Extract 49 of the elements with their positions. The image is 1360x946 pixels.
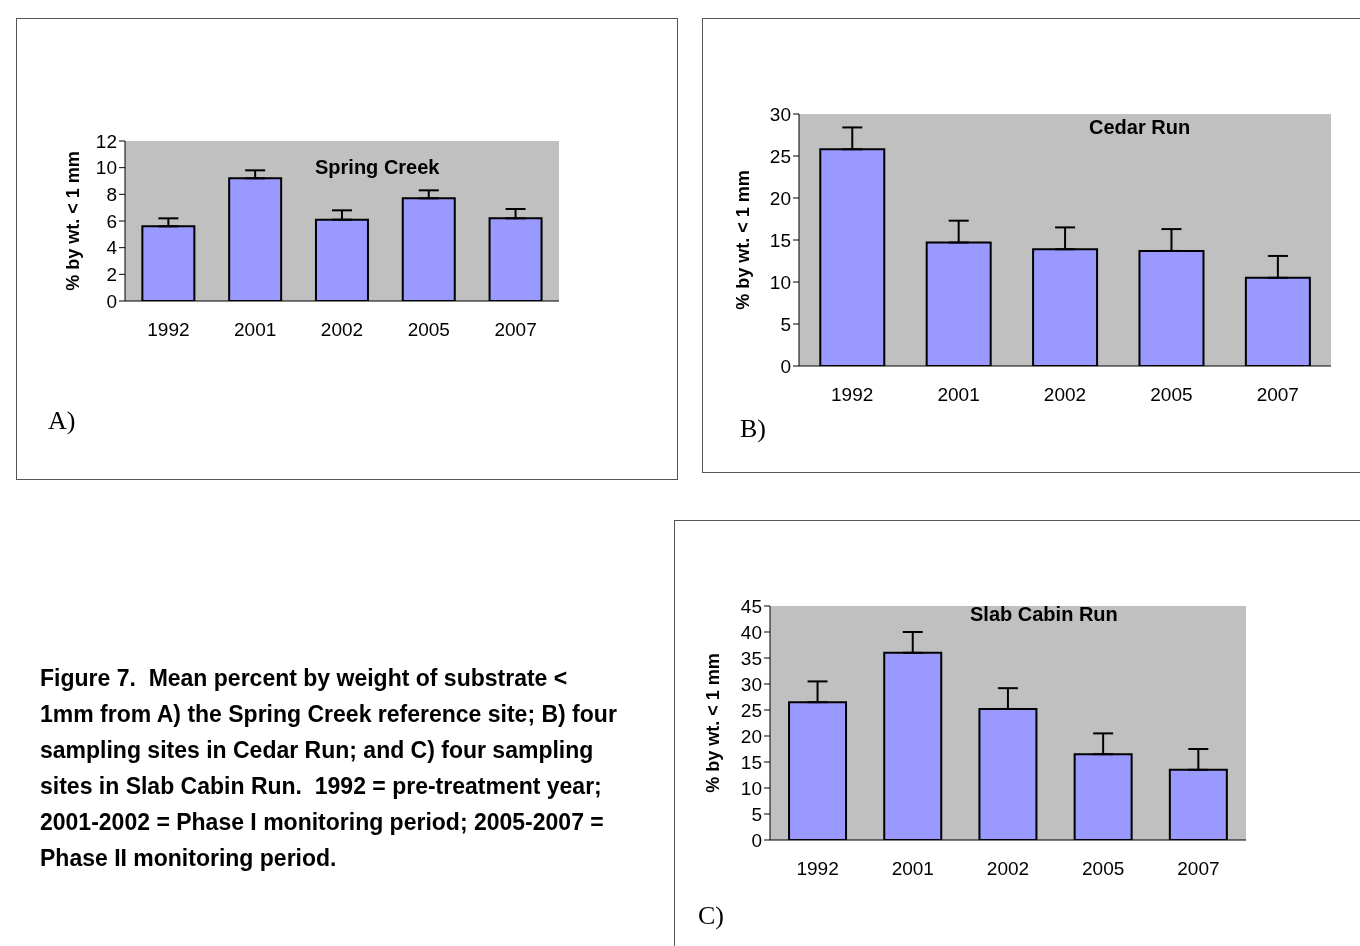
y-tick-label: 6 [106,210,117,232]
text: Figure 7. Mean percent by weight of substrate < 1mm from A) the Spring Creek reference site; B) four sampling sites in Cedar Run; and C) four sampling sites in Slab Cabin Run. 1992 = pre-treatment year; 2001-2002 = Phase I monitoring period; 2005-2007 = Phase II monitoring period. [40,664,618,873]
y-tick-label: 30 [740,673,762,695]
y-tick-label: 25 [769,145,791,167]
y-tick-label: 10 [95,157,117,179]
y-tick-label: 0 [106,290,117,312]
y-tick-label: 0 [751,829,762,851]
x-tick-label: 2007 [1256,384,1299,406]
y-axis-title: % by wt. < 1 mm [732,170,754,310]
y-tick-label: 30 [769,103,791,125]
x-tick-label: 2007 [494,319,537,341]
x-tick-label: 2001 [891,858,934,880]
y-tick-label: 8 [106,184,117,206]
y-axis-title: % by wt. < 1 mm [62,151,84,291]
x-tick-label: 2002 [320,319,364,341]
x-tick-label: 1992 [147,319,190,341]
x-tick-label: 2001 [937,384,980,406]
x-tick-label: 1992 [831,384,874,406]
chart-title: Cedar Run [1089,116,1191,139]
y-tick-label: 20 [740,725,762,747]
x-tick-label: 2005 [407,319,450,341]
chart-title: Slab Cabin Run [970,603,1118,626]
y-tick-label: 0 [780,355,791,377]
y-tick-label: 25 [740,699,762,721]
y-tick-label: 5 [751,803,762,825]
x-tick-label: 2005 [1082,858,1125,880]
y-tick-label: 2 [106,264,117,286]
y-tick-label: 12 [95,130,117,152]
y-tick-label: 40 [740,621,762,643]
text: C) [698,901,724,931]
y-tick-label: 4 [106,237,118,259]
y-tick-label: 10 [740,777,762,799]
x-tick-label: 2001 [234,319,277,341]
x-tick-label: 2005 [1150,384,1193,406]
x-tick-label: 2002 [986,858,1030,880]
x-tick-label: 1992 [796,858,839,880]
y-tick-label: 35 [740,647,762,669]
y-tick-label: 5 [780,313,791,335]
y-tick-label: 15 [740,751,762,773]
text: Spring Creek [315,156,440,179]
text: A) [48,406,76,436]
x-tick-label: 2002 [1043,384,1087,406]
y-axis-title: % by wt. < 1 mm [702,653,724,793]
y-tick-label: 10 [769,271,791,293]
text: B) [740,414,766,444]
y-tick-label: 15 [769,229,791,251]
y-tick-label: 20 [769,187,791,209]
y-tick-label: 45 [740,595,762,617]
x-tick-label: 2007 [1177,858,1220,880]
